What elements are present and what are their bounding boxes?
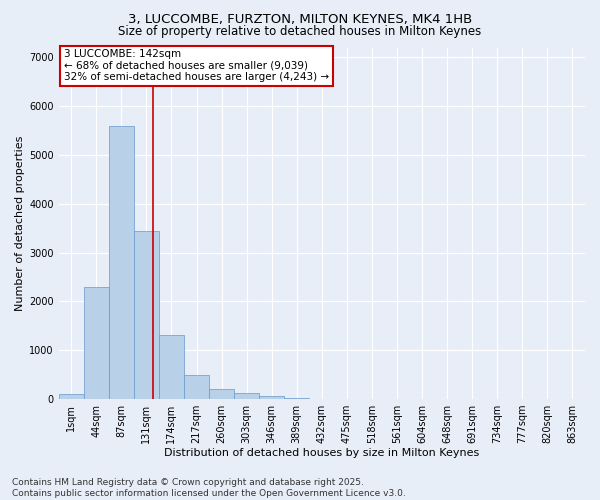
Bar xyxy=(59,394,84,399)
Bar xyxy=(259,396,284,399)
X-axis label: Distribution of detached houses by size in Milton Keynes: Distribution of detached houses by size … xyxy=(164,448,479,458)
Text: Size of property relative to detached houses in Milton Keynes: Size of property relative to detached ho… xyxy=(118,25,482,38)
Text: Contains HM Land Registry data © Crown copyright and database right 2025.
Contai: Contains HM Land Registry data © Crown c… xyxy=(12,478,406,498)
Bar xyxy=(184,374,209,399)
Bar xyxy=(234,392,259,399)
Bar xyxy=(209,389,234,399)
Bar xyxy=(84,286,109,399)
Y-axis label: Number of detached properties: Number of detached properties xyxy=(15,136,25,311)
Bar xyxy=(134,230,159,399)
Bar xyxy=(159,334,184,399)
Bar xyxy=(109,126,134,399)
Text: 3 LUCCOMBE: 142sqm
← 68% of detached houses are smaller (9,039)
32% of semi-deta: 3 LUCCOMBE: 142sqm ← 68% of detached hou… xyxy=(64,50,329,82)
Text: 3, LUCCOMBE, FURZTON, MILTON KEYNES, MK4 1HB: 3, LUCCOMBE, FURZTON, MILTON KEYNES, MK4… xyxy=(128,12,472,26)
